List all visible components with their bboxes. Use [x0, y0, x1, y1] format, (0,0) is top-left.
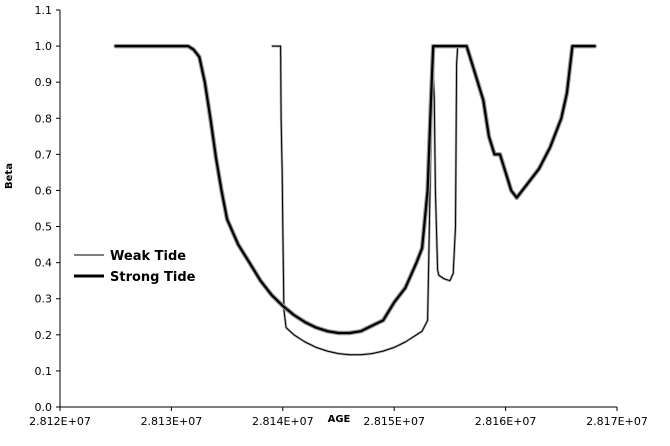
series-layer [113, 43, 597, 356]
series-weak-tide-line [271, 45, 459, 356]
x-tick-label: 2.816E+07 [475, 415, 537, 428]
y-tick-label: 0.3 [35, 293, 53, 306]
plot-area [59, 10, 617, 408]
x-tick-label: 2.814E+07 [252, 415, 314, 428]
y-tick-label: 0.9 [35, 76, 53, 89]
y-tick-label: 1.0 [35, 40, 53, 53]
y-tick-label: 0.6 [35, 184, 53, 197]
y-tick-label: 0.4 [35, 257, 53, 270]
y-tick-label: 0.7 [35, 148, 53, 161]
x-axis-label: AGE [328, 414, 351, 425]
y-axis-ticks: 0.0 0.1 0.2 0.3 0.4 0.5 0.6 0.7 0.8 0.9 1.0 1.1 [35, 4, 60, 414]
legend-weak-tide-label: Weak Tide [110, 249, 186, 264]
y-axis-label: Beta [4, 163, 15, 189]
legend: Weak Tide Strong Tide [74, 249, 196, 285]
x-axis-ticks: 2.812E+07 2.813E+07 2.814E+07 2.815E+07 2.81… [29, 407, 648, 428]
x-tick-label: 2.817E+07 [586, 415, 648, 428]
series-strong-tide-line [114, 44, 596, 335]
x-tick-label: 2.815E+07 [363, 415, 425, 428]
y-tick-label: 1.1 [35, 4, 53, 17]
y-tick-label: 0.8 [35, 112, 53, 125]
y-tick-label: 0.5 [35, 221, 53, 234]
x-tick-label: 2.813E+07 [141, 415, 203, 428]
y-tick-label: 0.0 [35, 401, 53, 414]
x-tick-label: 2.812E+07 [29, 415, 91, 428]
y-tick-label: 0.2 [35, 329, 53, 342]
legend-strong-tide-label: Strong Tide [110, 270, 196, 285]
y-tick-label: 0.1 [35, 365, 53, 378]
